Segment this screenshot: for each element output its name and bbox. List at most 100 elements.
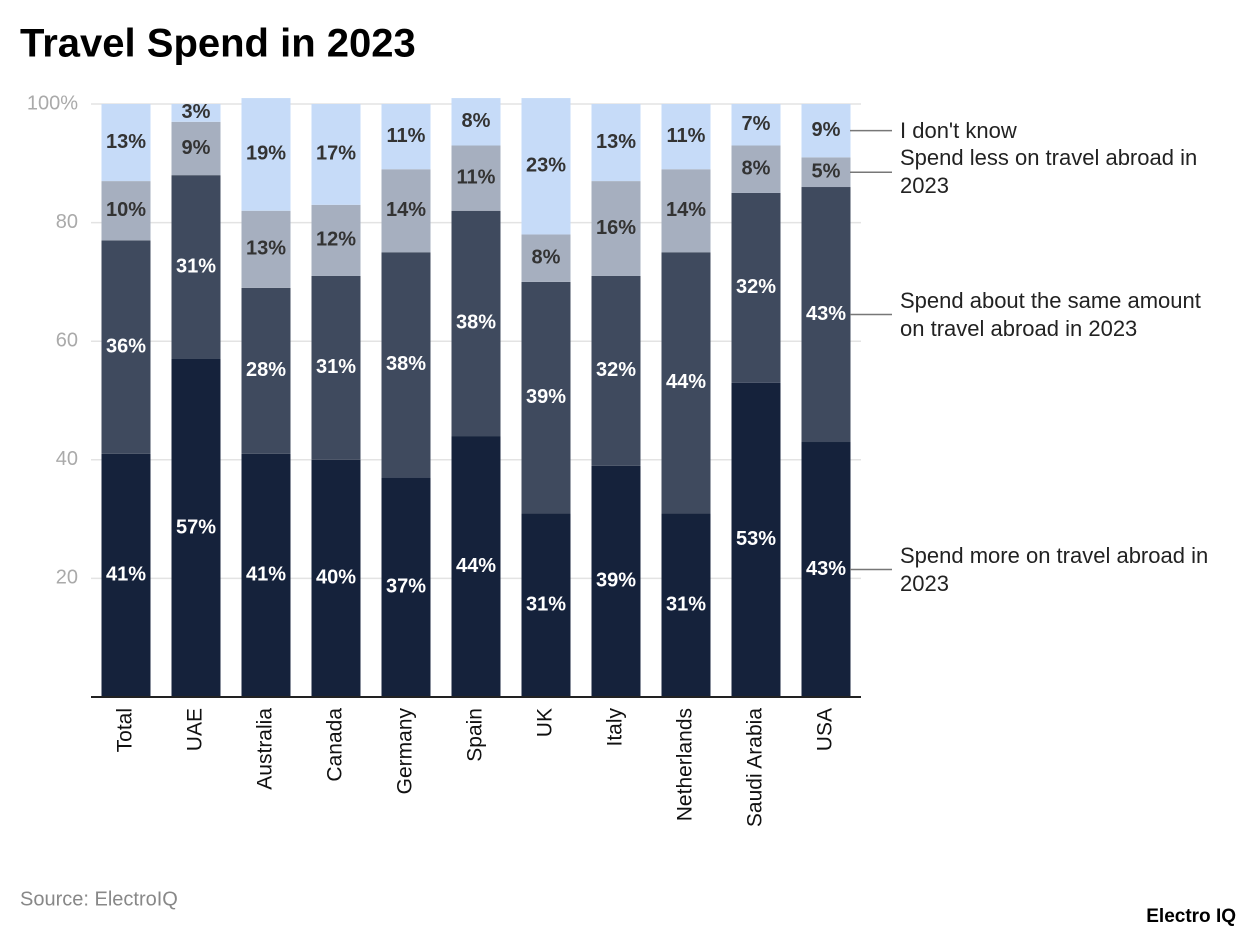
value-label: 13% [246,238,286,260]
value-label: 39% [526,386,566,408]
y-tick-label: 40 [56,448,78,470]
bar-segment [451,210,501,437]
bar-segment [381,477,431,697]
bar-segment [241,98,291,211]
bar-segment [591,275,641,466]
value-label: 7% [742,113,771,135]
value-label: 8% [532,246,561,268]
bar-segment [311,104,361,205]
bar-segment [241,287,291,454]
logo: Electro IQ [1146,906,1236,927]
value-label: 8% [742,158,771,180]
bar-segment [171,104,221,122]
bar-segment [101,181,151,241]
bar-segment [661,252,711,514]
value-label: 19% [246,143,286,165]
value-label: 13% [596,131,636,153]
value-label: 43% [806,558,846,580]
y-tick-label: 80 [56,211,78,233]
value-label: 37% [386,576,426,598]
bar-segment [101,453,151,697]
y-tick-label: 20 [56,567,78,589]
value-label: 41% [106,564,146,586]
legend-label: I don't know [900,117,1017,143]
value-label: 41% [246,564,286,586]
bar-segment [451,436,501,697]
x-tick-label: Netherlands [674,708,697,821]
bar-segment [381,169,431,253]
x-tick-label: Canada [324,708,347,782]
value-label: 44% [456,555,496,577]
bar-segment [521,513,571,697]
x-tick-label: Spain [464,708,487,762]
value-label: 32% [736,276,776,298]
x-tick-label: USA [814,708,837,751]
value-label: 31% [316,356,356,378]
x-tick-label: Germany [394,708,417,795]
bar-segment [521,234,571,282]
value-label: 5% [812,160,841,182]
value-label: 9% [812,119,841,141]
legend-label: Spend less on travel abroad in 2023 [900,145,1198,199]
bar-segment [311,459,361,697]
x-tick-label: UAE [184,708,207,751]
value-label: 31% [176,255,216,277]
bar-segment [101,240,151,454]
value-label: 31% [666,593,706,615]
bar-segment [661,513,711,697]
value-label: 39% [596,570,636,592]
bar-segment [591,104,641,182]
bar-segment [801,104,851,158]
value-label: 3% [182,101,211,123]
bar-segment [241,210,291,288]
bar-segment [171,121,221,176]
value-label: 14% [666,199,706,221]
value-label: 40% [316,567,356,589]
bar-segment [241,453,291,697]
x-tick-label: Total [114,708,137,752]
y-tick-label: 100% [27,92,78,114]
value-label: 16% [596,217,636,239]
x-tick-label: UK [534,708,557,737]
value-label: 12% [316,229,356,251]
bar-segment [661,169,711,253]
x-tick-label: Australia [254,708,277,790]
value-label: 9% [182,137,211,159]
bar-segment [381,104,431,170]
value-label: 17% [316,143,356,165]
x-tick-label: Italy [604,708,627,747]
bar-segment [311,275,361,460]
bar-segment [521,281,571,514]
bar-segment [731,382,781,697]
bar-segment [451,98,501,146]
bar-segment [801,442,851,697]
value-label: 14% [386,199,426,221]
source: Source: ElectroIQ [20,888,178,910]
legend-label: Spend about the same amount on travel ab… [900,287,1201,341]
value-label: 43% [806,303,846,325]
value-label: 44% [666,371,706,393]
value-label: 28% [246,359,286,381]
bar-segment [171,358,221,697]
value-label: 31% [526,593,566,615]
value-label: 57% [176,516,216,538]
value-label: 11% [387,125,426,147]
chart-title: Travel Spend in 2023 [20,22,416,66]
value-label: 53% [736,528,776,550]
bar-segment [381,252,431,478]
bar-segment [101,104,151,182]
bar-segment [591,465,641,697]
bar-segment [731,192,781,383]
y-tick-label: 60 [56,329,78,351]
value-label: 38% [386,353,426,375]
value-label: 8% [462,110,491,132]
bar-segment [591,181,641,276]
legend-label: Spend more on travel abroad in 2023 [900,542,1209,596]
value-label: 11% [667,125,706,147]
bar-segment [311,204,361,276]
value-label: 10% [106,199,146,221]
bar-segment [171,175,221,359]
bar-segment [661,104,711,170]
